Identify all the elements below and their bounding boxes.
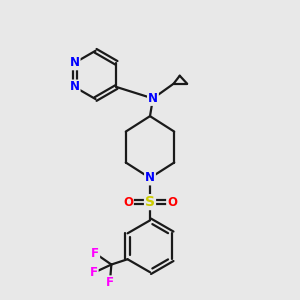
Text: N: N	[70, 80, 80, 94]
Text: S: S	[145, 195, 155, 209]
Text: N: N	[145, 172, 155, 184]
Text: N: N	[148, 92, 158, 105]
Text: N: N	[70, 56, 80, 69]
Text: F: F	[106, 276, 114, 289]
Text: O: O	[167, 196, 177, 208]
Text: O: O	[123, 196, 133, 208]
Text: F: F	[91, 247, 99, 260]
Text: F: F	[90, 266, 98, 279]
